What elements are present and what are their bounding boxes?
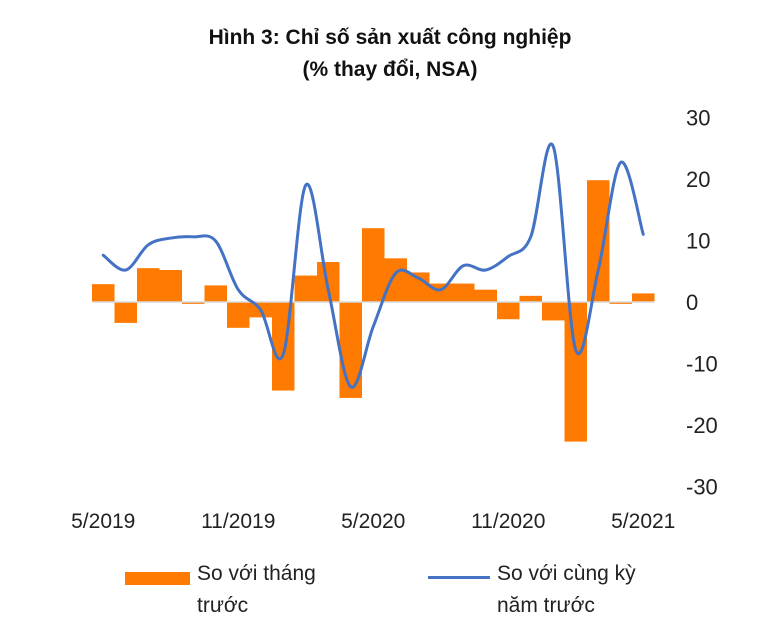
bar <box>317 262 340 302</box>
y-tick-label: 20 <box>686 167 710 192</box>
bar <box>339 302 362 398</box>
bar <box>159 270 182 302</box>
bar <box>227 302 250 328</box>
x-tick-label: 5/2020 <box>341 510 405 533</box>
bar <box>497 302 520 320</box>
x-tick-label: 11/2019 <box>201 510 275 533</box>
y-tick-label: 30 <box>686 106 710 131</box>
bar <box>272 302 295 391</box>
bar <box>137 268 160 302</box>
x-tick-label: 11/2020 <box>471 510 545 533</box>
bar <box>114 302 137 323</box>
bar <box>384 258 407 302</box>
legend-bar-label: So với tháng trước <box>197 558 316 622</box>
y-tick-label: 0 <box>686 290 698 315</box>
bar <box>294 275 317 302</box>
bar <box>587 180 610 302</box>
x-tick-label: 5/2019 <box>71 510 135 533</box>
chart-title: Hình 3: Chỉ số sản xuất công nghiệp <box>208 26 572 49</box>
bar <box>564 302 587 442</box>
bar <box>452 283 475 302</box>
legend-line-label-line2: năm trước <box>497 594 595 617</box>
y-tick-label: 10 <box>686 229 710 254</box>
yoy-line <box>101 142 645 389</box>
legend-bar-label-line1: So với tháng <box>197 562 316 585</box>
legend-line-swatch <box>428 576 490 579</box>
legend-line-label-line1: So với cùng kỳ <box>497 562 636 585</box>
chart-subtitle: (% thay đổi, NSA) <box>302 58 478 81</box>
x-tick-label: 5/2021 <box>611 510 675 533</box>
bar <box>609 302 632 304</box>
bar <box>204 285 227 302</box>
legend-bar-label-line2: trước <box>197 594 249 617</box>
bar <box>92 284 115 302</box>
bar <box>632 293 655 302</box>
bar <box>519 295 542 302</box>
legend-bar-swatch <box>125 572 190 585</box>
y-tick-label: -30 <box>686 475 718 500</box>
bar <box>474 289 497 302</box>
bar <box>362 228 385 302</box>
bar <box>182 302 205 304</box>
bar <box>542 302 565 321</box>
legend-line-label: So với cùng kỳ năm trước <box>497 558 636 622</box>
y-tick-label: -20 <box>686 413 718 438</box>
y-tick-label: -10 <box>686 352 718 377</box>
